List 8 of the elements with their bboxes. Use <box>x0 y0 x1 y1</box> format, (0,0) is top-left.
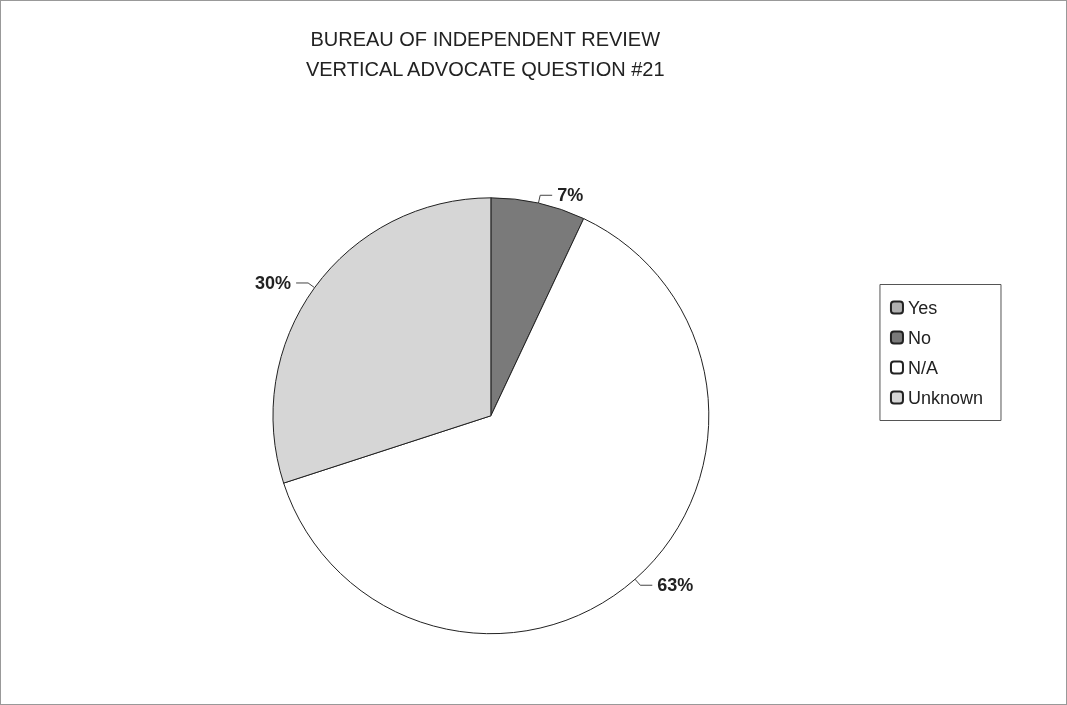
legend-label: Unknown <box>907 387 984 408</box>
legend-label: No <box>907 327 931 348</box>
data-label: 7% <box>557 185 584 206</box>
data-label: 30% <box>255 272 292 293</box>
legend-label: Yes <box>907 297 938 318</box>
legend-label: N/A <box>907 357 938 378</box>
chart-title: BUREAU OF INDEPENDENT REVIEW VERTICAL ADVOCATE QUESTION #21 <box>305 28 665 80</box>
data-label: 63% <box>657 575 694 596</box>
